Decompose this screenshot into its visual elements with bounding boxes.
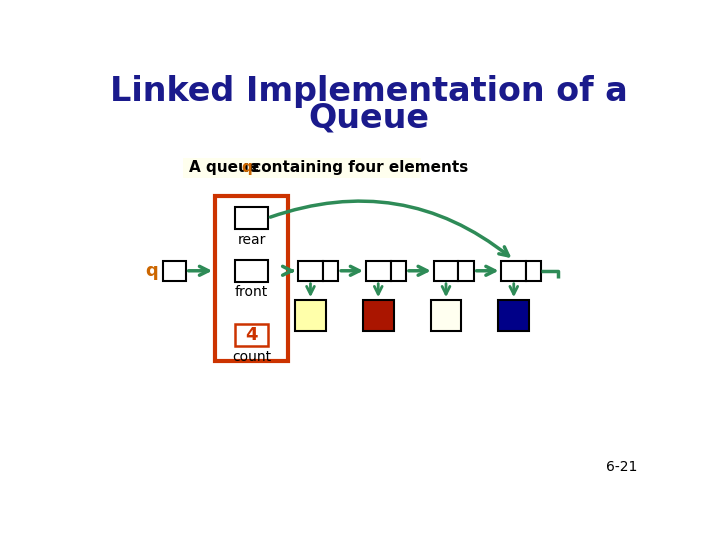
Text: Linked Implementation of a: Linked Implementation of a — [110, 75, 628, 108]
Text: Queue: Queue — [308, 102, 430, 135]
Bar — [498, 300, 529, 331]
Bar — [459, 261, 474, 281]
Text: rear: rear — [238, 233, 266, 247]
Bar — [323, 261, 338, 281]
Text: front: front — [235, 286, 268, 299]
Bar — [183, 158, 421, 178]
Bar — [363, 300, 394, 331]
Bar — [163, 261, 186, 281]
Bar — [215, 195, 288, 361]
Bar — [390, 261, 406, 281]
Text: q: q — [145, 262, 158, 280]
Text: 6-21: 6-21 — [606, 461, 637, 475]
Text: containing four elements: containing four elements — [248, 160, 469, 176]
Bar — [526, 261, 541, 281]
FancyArrowPatch shape — [271, 201, 508, 256]
Bar — [235, 325, 268, 346]
Bar — [501, 261, 526, 281]
Text: count: count — [232, 350, 271, 364]
Bar — [295, 300, 326, 331]
Bar — [431, 300, 462, 331]
Text: 4: 4 — [246, 326, 258, 344]
Text: A queue: A queue — [189, 160, 264, 176]
Bar — [235, 207, 268, 229]
Bar — [433, 261, 459, 281]
Bar — [235, 260, 268, 281]
Text: q: q — [241, 160, 252, 176]
Bar — [298, 261, 323, 281]
Bar — [366, 261, 390, 281]
